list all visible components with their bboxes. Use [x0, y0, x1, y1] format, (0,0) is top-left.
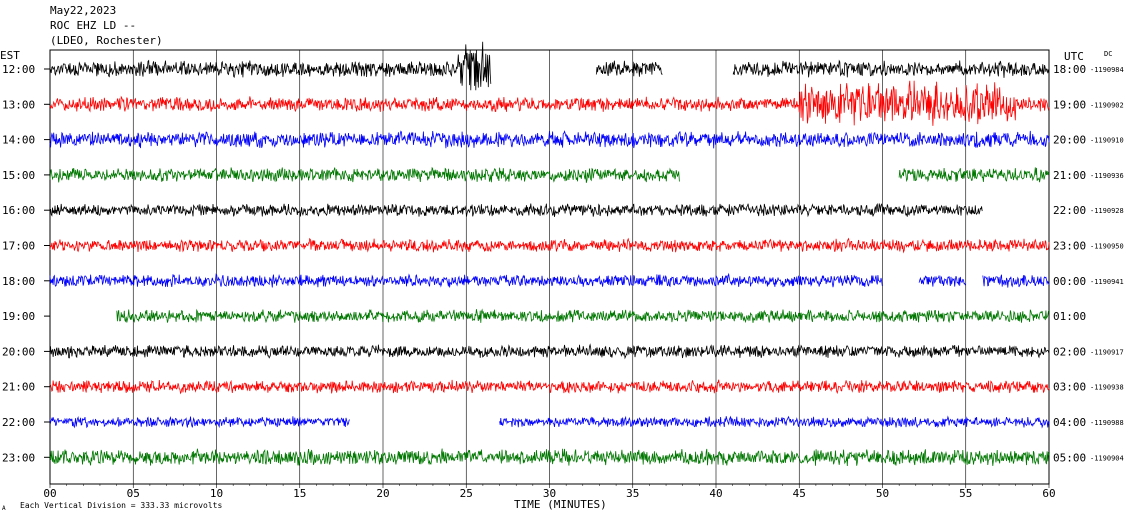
row-utc-time-label: 00:00	[1053, 275, 1086, 288]
x-tick-label: 40	[709, 487, 722, 500]
trace-row-2000	[49, 343, 1050, 360]
x-tick-label: 15	[293, 487, 306, 500]
row-local-time-label: 18:00	[2, 275, 35, 288]
row-local-time-label: 19:00	[2, 310, 35, 323]
row-local-time-label: 12:00	[2, 63, 35, 76]
row-count-label: -1190941	[1090, 278, 1124, 286]
trace-row-1900	[116, 308, 1050, 324]
row-count-label: -1190938	[1090, 384, 1124, 392]
trace-row-2300	[49, 448, 1050, 467]
x-tick-label: 60	[1042, 487, 1055, 500]
row-utc-time-label: 04:00	[1053, 416, 1086, 429]
footer-glyph: A	[2, 505, 6, 512]
header-station: ROC EHZ LD --	[50, 19, 137, 32]
left-timezone-label: EST	[0, 49, 20, 62]
row-local-time-label: 21:00	[2, 381, 35, 394]
row-local-time-label: 17:00	[2, 240, 35, 253]
row-local-time-label: 13:00	[2, 98, 35, 111]
x-tick-label: 50	[876, 487, 889, 500]
right-timezone-label: UTC	[1064, 50, 1084, 63]
row-utc-time-label: 22:00	[1053, 204, 1086, 217]
row-count-label: -1190928	[1090, 207, 1124, 215]
x-tick-label: 20	[376, 487, 389, 500]
row-utc-time-label: 18:00	[1053, 63, 1086, 76]
x-tick-label: 45	[793, 487, 806, 500]
row-count-label: -1190904	[1090, 454, 1124, 462]
trace-row-1400	[49, 130, 1050, 149]
trace-row-1300	[49, 80, 1050, 126]
trace-row-1700	[49, 237, 1050, 254]
x-tick-label: 10	[210, 487, 223, 500]
row-utc-time-label: 21:00	[1053, 169, 1086, 182]
row-local-time-label: 23:00	[2, 451, 35, 464]
x-tick-label: 30	[543, 487, 556, 500]
footer-scale-note: Each Vertical Division = 333.33 microvol…	[20, 501, 222, 510]
trace-row-1200	[49, 41, 1050, 91]
seismic-traces	[49, 41, 1050, 467]
row-local-time-label: 14:00	[2, 134, 35, 147]
trace-row-1600	[49, 203, 983, 218]
row-utc-time-label: 03:00	[1053, 381, 1086, 394]
chart-labels: EST UTC DC TIME (MINUTES) A Each Vertica…	[0, 49, 1124, 512]
trace-row-2200	[49, 415, 1050, 429]
row-count-label: -1190950	[1090, 243, 1124, 251]
trace-row-2100	[49, 379, 1050, 395]
row-local-time-label: 20:00	[2, 345, 35, 358]
row-local-time-label: 16:00	[2, 204, 35, 217]
row-count-label: -1190910	[1090, 137, 1124, 145]
row-utc-time-label: 05:00	[1053, 451, 1086, 464]
x-tick-label: 35	[626, 487, 639, 500]
x-tick-label: 05	[127, 487, 140, 500]
row-count-label: -1190902	[1090, 101, 1124, 109]
row-utc-time-label: 01:00	[1053, 310, 1086, 323]
x-axis-title: TIME (MINUTES)	[514, 498, 607, 511]
row-count-label: -1190917	[1090, 348, 1124, 356]
row-count-label: -1190936	[1090, 172, 1124, 180]
x-tick-label: 25	[460, 487, 473, 500]
trace-row-1800	[49, 272, 1050, 288]
row-count-label: -1190984	[1090, 66, 1124, 74]
row-count-label: -1190988	[1090, 419, 1124, 427]
row-utc-time-label: 19:00	[1053, 98, 1086, 111]
trace-row-1500	[49, 166, 1050, 183]
x-tick-label: 00	[43, 487, 56, 500]
corner-tag: DC	[1104, 50, 1112, 58]
x-tick-label: 55	[959, 487, 972, 500]
chart-grid	[44, 49, 1050, 488]
header-institution: (LDEO, Rochester)	[50, 34, 163, 47]
row-utc-time-label: 23:00	[1053, 240, 1086, 253]
header-date: May22,2023	[50, 4, 117, 17]
row-local-time-label: 22:00	[2, 416, 35, 429]
row-utc-time-label: 02:00	[1053, 345, 1086, 358]
row-utc-time-label: 20:00	[1053, 134, 1086, 147]
row-local-time-label: 15:00	[2, 169, 35, 182]
